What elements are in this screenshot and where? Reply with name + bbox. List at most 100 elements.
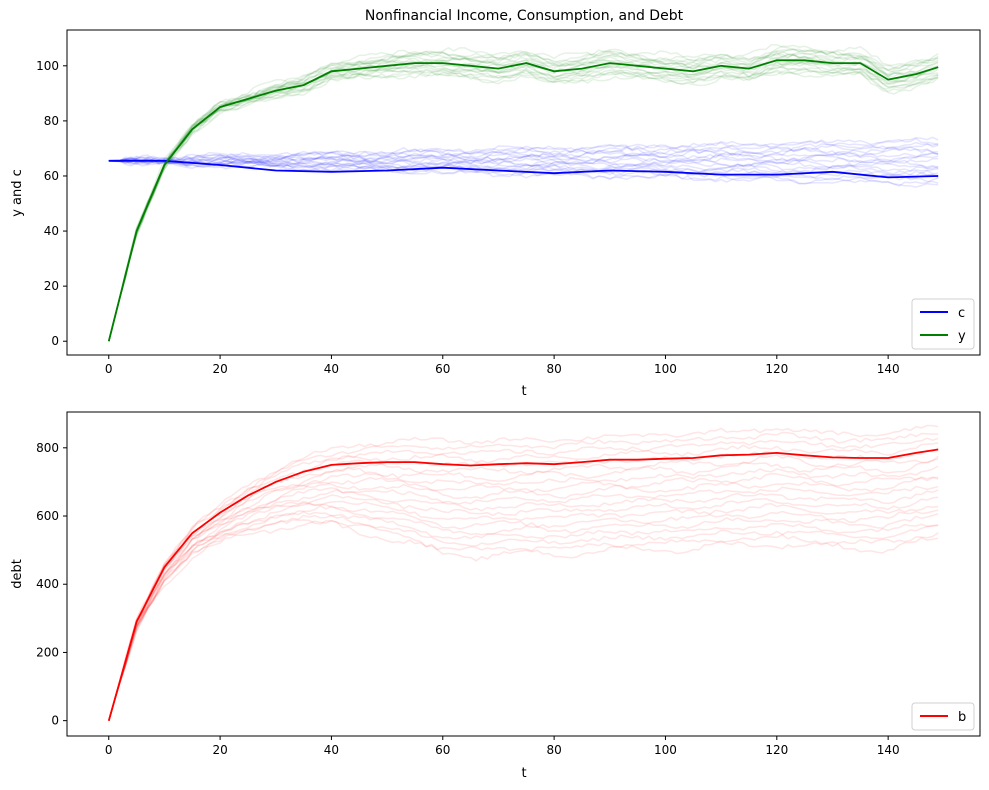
simulation-path-y: [108, 52, 939, 342]
simulation-path-b: [108, 442, 939, 721]
simulation-path-c: [108, 158, 939, 181]
simulation-path-c: [108, 152, 939, 166]
simulation-path-y: [108, 48, 939, 342]
simulation-path-c: [108, 157, 939, 170]
x-tick-label: 20: [212, 362, 227, 376]
y-axis-label: y and c: [10, 169, 25, 217]
simulation-path-b: [108, 519, 939, 721]
simulation-path-y: [108, 44, 939, 342]
simulation-path-b: [108, 514, 939, 721]
simulation-path-c: [108, 157, 939, 172]
legend: b: [911, 702, 975, 731]
x-tick-label: 0: [105, 362, 113, 376]
simulation-path-y: [108, 52, 939, 342]
simulation-path-b: [108, 485, 939, 721]
x-tick-label: 100: [654, 743, 677, 757]
y-tick-label: 100: [36, 59, 59, 73]
simulation-path-c: [108, 158, 939, 178]
simulation-path-y: [108, 66, 939, 342]
top-chart: Nonfinancial Income, Consumption, and De…: [10, 8, 981, 399]
simulation-path-c: [108, 156, 939, 175]
simulation-path-c: [108, 154, 939, 166]
x-tick-label: 100: [654, 362, 677, 376]
simulation-path-y: [108, 50, 939, 342]
x-tick-label: 120: [765, 743, 788, 757]
y-tick-label: 600: [36, 509, 59, 523]
simulation-path-y: [108, 53, 939, 342]
simulation-path-y: [108, 48, 939, 342]
y-tick-label: 0: [51, 714, 59, 728]
simulation-path-b: [108, 431, 939, 721]
x-tick-label: 40: [324, 362, 339, 376]
simulation-path-c: [108, 158, 939, 176]
y-tick-label: 200: [36, 645, 59, 659]
x-tick-label: 80: [546, 743, 561, 757]
plot-frame: [66, 29, 981, 356]
simulation-path-b: [108, 504, 939, 721]
simulation-path-c: [108, 157, 939, 187]
x-tick-label: 120: [765, 362, 788, 376]
simulation-path-b: [108, 437, 939, 721]
y-axis-label: debt: [10, 559, 25, 589]
simulation-path-y: [108, 64, 939, 342]
y-tick-label: 20: [44, 279, 59, 293]
simulation-path-c: [108, 141, 939, 165]
x-tick-label: 20: [212, 743, 227, 757]
simulation-path-c: [108, 137, 939, 165]
simulation-path-y: [108, 61, 939, 342]
simulation-path-b: [108, 502, 939, 721]
series-layer: [107, 448, 939, 721]
x-tick-label: 0: [105, 743, 113, 757]
series-line-y: [107, 59, 939, 342]
y-ticks: 0 20 40 60 80 100: [36, 59, 67, 348]
simulation-path-y: [108, 65, 939, 342]
simulation-path-b: [108, 510, 939, 721]
simulation-path-b: [108, 477, 939, 721]
x-tick-label: 60: [435, 743, 450, 757]
simulation-path-b: [108, 489, 939, 721]
simulation-path-y: [108, 61, 939, 342]
simulation-path-c: [108, 155, 939, 170]
simulation-path-c: [108, 146, 939, 165]
simulation-paths-layer: [108, 424, 939, 721]
x-axis-label: t: [521, 766, 526, 781]
simulation-path-y: [108, 70, 939, 342]
series-line-c: [108, 159, 939, 179]
y-ticks: 0 200 400 600 800: [36, 441, 67, 728]
simulation-path-c: [108, 157, 939, 165]
legend-label-y: y: [958, 329, 966, 344]
y-tick-label: 80: [44, 114, 59, 128]
simulation-path-c: [108, 136, 939, 162]
y-tick-label: 800: [36, 441, 59, 455]
x-axis-label: t: [521, 384, 526, 399]
y-tick-label: 40: [44, 224, 59, 238]
x-tick-label: 140: [877, 743, 900, 757]
y-tick-label: 400: [36, 577, 59, 591]
simulation-path-c: [108, 146, 939, 165]
simulation-path-y: [108, 44, 939, 342]
x-ticks: 0 20 40 60 80 100 120 140: [105, 736, 900, 757]
simulation-path-b: [108, 424, 939, 721]
x-tick-label: 60: [435, 362, 450, 376]
legend-label-b: b: [958, 710, 966, 725]
x-tick-label: 140: [877, 362, 900, 376]
simulation-path-b: [108, 473, 939, 721]
simulation-path-y: [108, 60, 939, 342]
series-layer: [107, 59, 939, 342]
simulation-path-c: [108, 142, 939, 164]
simulation-path-b: [108, 519, 939, 721]
y-tick-label: 60: [44, 169, 59, 183]
x-ticks: 0 20 40 60 80 100 120 140: [105, 355, 900, 376]
simulation-paths-layer: [108, 44, 939, 342]
plot-frame: [66, 411, 981, 737]
y-tick-label: 0: [51, 334, 59, 348]
legend: c y: [911, 298, 975, 350]
simulation-path-b: [108, 494, 939, 721]
x-tick-label: 40: [324, 743, 339, 757]
chart-title: Nonfinancial Income, Consumption, and De…: [365, 8, 684, 24]
simulation-path-b: [108, 500, 939, 721]
x-tick-label: 80: [546, 362, 561, 376]
series-line-b: [107, 448, 939, 721]
